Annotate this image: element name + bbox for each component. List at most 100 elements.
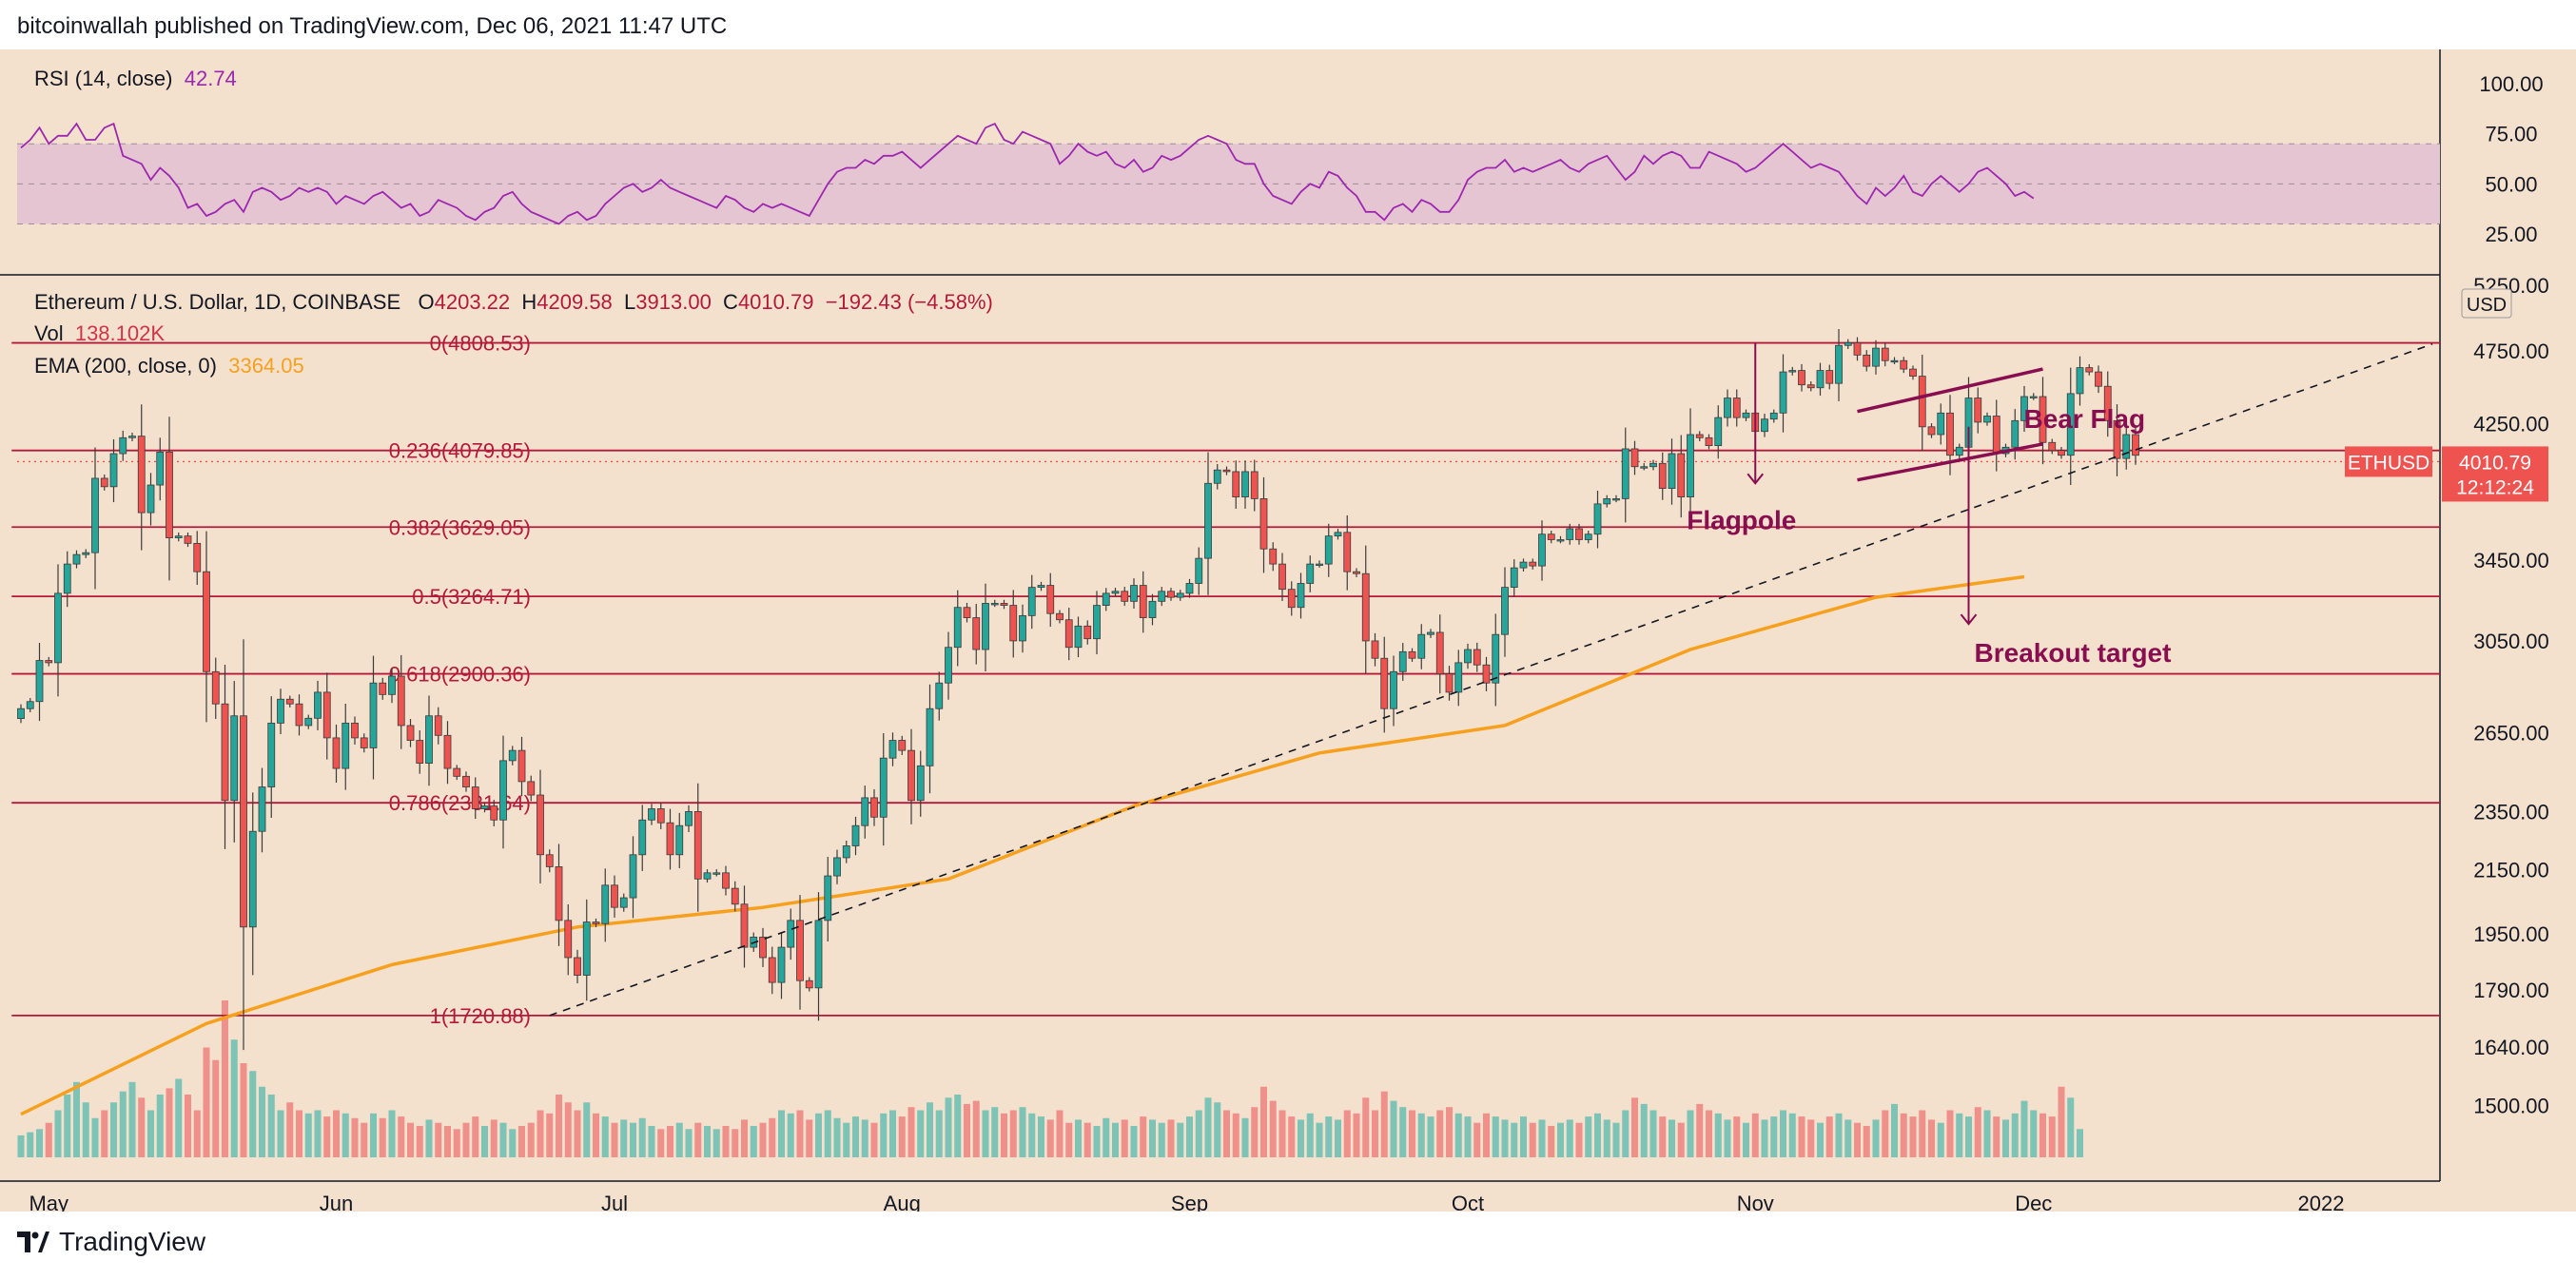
candle xyxy=(1380,636,1389,733)
time-axis-tick: Oct xyxy=(1452,1192,1484,1212)
ema-legend-label: EMA (200, close, 0) xyxy=(34,354,217,378)
candle xyxy=(731,881,739,912)
breakout-target-label: Breakout target xyxy=(1975,638,2172,668)
candle-body xyxy=(1881,347,1889,361)
candle xyxy=(17,704,25,724)
candle-body xyxy=(740,903,749,948)
candle-body xyxy=(230,715,239,802)
volume-bar xyxy=(796,1110,804,1157)
candle xyxy=(685,805,693,832)
volume-bar xyxy=(537,1110,544,1157)
candle xyxy=(1677,435,1686,518)
candle xyxy=(592,918,600,928)
bear-flag-upper-line xyxy=(1857,367,2043,414)
candle xyxy=(787,908,795,960)
candle-body xyxy=(240,715,247,928)
candle-body xyxy=(490,805,498,821)
candle-body xyxy=(1983,416,1991,423)
candle xyxy=(1909,365,1917,380)
volume-bar xyxy=(435,1122,442,1157)
candle-body xyxy=(582,921,591,976)
candle-body xyxy=(1658,462,1667,489)
candle-body xyxy=(416,740,424,764)
candle xyxy=(1872,339,1880,375)
candle xyxy=(146,473,155,526)
candle xyxy=(1705,434,1713,450)
volume-bar xyxy=(1557,1122,1564,1157)
volume-bar xyxy=(509,1129,517,1157)
candle xyxy=(824,856,832,941)
candle-body xyxy=(109,453,118,488)
high-label: H xyxy=(521,290,537,314)
candle-body xyxy=(1464,649,1472,664)
candle-body xyxy=(537,794,544,856)
candle xyxy=(1324,523,1333,577)
candle xyxy=(462,771,470,792)
volume-bar xyxy=(991,1107,999,1157)
volume-bar xyxy=(1872,1119,1880,1157)
candle-body xyxy=(17,708,25,720)
volume-bar xyxy=(704,1126,711,1157)
candle-body xyxy=(1714,417,1723,447)
volume-bar xyxy=(342,1113,349,1157)
candle-body xyxy=(2095,371,2102,387)
candle xyxy=(907,728,915,824)
chart-svg[interactable]: 100.00 75.00 50.00 25.00 0(4808.53) 0.236(40… xyxy=(0,49,2576,1212)
volume-bar xyxy=(964,1103,970,1157)
candle xyxy=(203,531,210,723)
candle xyxy=(1111,588,1120,597)
open-label: O xyxy=(418,290,435,314)
candle-body xyxy=(916,765,925,802)
rsi-line xyxy=(20,122,2035,225)
candle-body xyxy=(156,451,165,486)
candle-body xyxy=(322,691,331,739)
candle-body xyxy=(1668,453,1676,489)
volume-bar xyxy=(314,1110,322,1157)
volume-bar xyxy=(267,1095,275,1157)
volume-bar xyxy=(1798,1116,1805,1157)
candle xyxy=(1121,587,1129,607)
candle-body xyxy=(1695,434,1704,438)
volume-bar xyxy=(954,1095,962,1157)
trendline-dashed xyxy=(549,343,2433,1017)
candle xyxy=(1640,463,1649,471)
candle-body xyxy=(2113,419,2121,459)
candle xyxy=(638,805,647,871)
volume-bar xyxy=(185,1095,191,1157)
candle xyxy=(360,733,368,753)
candle xyxy=(545,849,554,873)
candle xyxy=(796,895,804,1010)
candle-body xyxy=(203,571,210,672)
volume-bar xyxy=(1278,1110,1286,1157)
candle-body xyxy=(26,701,34,709)
candle xyxy=(119,430,127,461)
candle xyxy=(1417,624,1426,669)
volume-bar xyxy=(1854,1122,1861,1157)
candle-body xyxy=(1353,571,1360,574)
candle xyxy=(471,777,479,820)
volume-bar xyxy=(1603,1119,1610,1157)
footer-brand[interactable]: TradingView xyxy=(17,1227,205,1257)
candle xyxy=(1788,366,1797,376)
candle-body xyxy=(285,698,294,705)
volume-bar xyxy=(1761,1119,1768,1157)
volume-bar xyxy=(1343,1110,1351,1157)
volume-bar xyxy=(156,1095,164,1157)
volume-bar xyxy=(73,1081,80,1157)
volume-bar xyxy=(1844,1119,1852,1157)
symbol-title[interactable]: Ethereum / U.S. Dollar, 1D, COINBASE xyxy=(34,290,401,314)
volume-bar xyxy=(1353,1113,1360,1157)
candle xyxy=(629,836,637,919)
volume-bar xyxy=(54,1110,62,1157)
candle-body xyxy=(953,607,962,649)
volume-bar xyxy=(101,1110,108,1157)
candle-body xyxy=(982,603,989,650)
volume-bar xyxy=(91,1117,99,1157)
candle xyxy=(137,404,146,551)
rsi-axis-tick: 75.00 xyxy=(2485,123,2537,146)
candle xyxy=(1955,443,1963,459)
candle xyxy=(1130,578,1138,610)
candle xyxy=(1213,463,1221,490)
candle-body xyxy=(1176,592,1184,598)
volume-bar xyxy=(1464,1116,1472,1157)
